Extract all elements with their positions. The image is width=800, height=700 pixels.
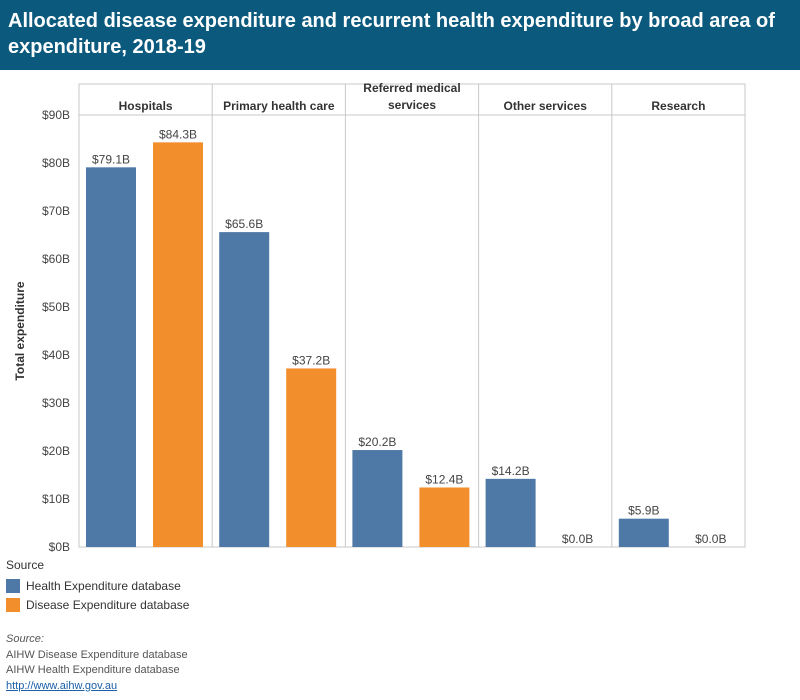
bar [352, 450, 403, 547]
bar [153, 142, 203, 548]
y-tick-label: $40B [42, 348, 70, 362]
y-tick-label: $50B [42, 300, 70, 314]
y-tick-label: $90B [42, 108, 70, 122]
title-bar: Allocated disease expenditure and recurr… [0, 0, 800, 70]
bar-value-label: $20.2B [358, 435, 396, 449]
legend-label-disease: Disease Expenditure database [26, 597, 190, 612]
source-line-health: AIHW Health Expenditure database [6, 664, 180, 676]
plot-frame [78, 114, 746, 548]
bar-value-label: $12.4B [425, 472, 463, 486]
bar-value-label: $84.3B [159, 127, 197, 141]
source-link[interactable]: http://www.aihw.gov.au [6, 679, 118, 692]
legend-swatch-disease [6, 597, 20, 612]
bar-value-label: $79.1B [92, 152, 130, 166]
bar [86, 167, 136, 547]
legend-title: Source [6, 558, 45, 572]
panel-header-label: Other services [504, 99, 588, 113]
bar-value-label: $0.0B [695, 532, 726, 546]
y-axis-title: Total expenditure [13, 281, 27, 380]
bar-value-label: $37.2B [292, 353, 330, 367]
y-tick-label: $70B [42, 204, 70, 218]
panel-header-label: Research [651, 99, 705, 113]
bar-value-label: $5.9B [628, 504, 659, 518]
chart-title: Allocated disease expenditure and recurr… [8, 10, 775, 58]
source-notes: Source: AIHW Disease Expenditure databas… [6, 632, 188, 694]
y-tick-label: $60B [42, 252, 70, 266]
bar [419, 487, 470, 547]
bar-value-label: $14.2B [492, 464, 530, 478]
legend-item-health[interactable]: Health Expenditure database [6, 576, 189, 595]
y-tick-label: $30B [42, 396, 70, 410]
y-tick-label: $0B [49, 540, 70, 552]
y-tick-label: $10B [42, 492, 70, 506]
source-line-disease: AIHW Disease Expenditure database [6, 648, 188, 661]
bar [219, 232, 270, 547]
panel-header-band [78, 83, 746, 116]
panel-header-label: Referred medical services [363, 81, 460, 112]
legend-label-health: Health Expenditure database [26, 578, 181, 593]
y-tick-label: $80B [42, 156, 70, 170]
y-tick-label: $20B [42, 444, 70, 458]
legend-swatch-health [6, 578, 20, 593]
bar [485, 478, 536, 547]
legend: Source Health Expenditure database Disea… [6, 558, 189, 614]
bar-value-label: $0.0B [562, 532, 593, 546]
panel-header-label: Primary health care [223, 99, 335, 113]
source-label: Source: [6, 633, 44, 645]
bar-chart: Hospitals Primary health care Referred med… [13, 81, 746, 552]
bar [618, 518, 669, 547]
legend-item-disease[interactable]: Disease Expenditure database [6, 595, 189, 614]
bar [286, 368, 337, 547]
panel-header-label: Hospitals [119, 99, 173, 113]
bar-value-label: $65.6B [225, 217, 263, 231]
